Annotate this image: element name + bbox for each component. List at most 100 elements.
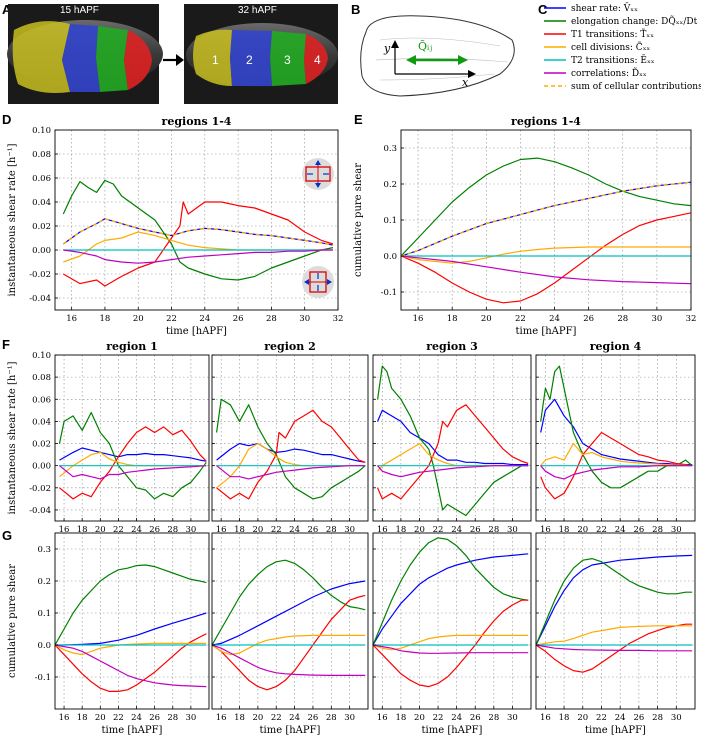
series-line-t1-transitions <box>54 633 207 693</box>
x-tick-label: 30 <box>185 713 196 723</box>
right-image-label: 32 hAPF <box>238 5 277 16</box>
legend-entry: correlations: D̃ₓₓ <box>544 67 647 79</box>
chart-F3: 16 18 20 22 24 26 28 30 region 3 <box>372 340 532 535</box>
panel-a-left-image: 15 hAPF <box>7 4 163 104</box>
y-tick-label: -0.04 <box>29 506 51 516</box>
y-tick-label: 0.3 <box>37 545 51 555</box>
y-tick-label: -0.02 <box>29 270 51 280</box>
left-image-label: 15 hAPF <box>60 5 99 16</box>
plot-frame <box>54 532 210 710</box>
x-tick-label: 20 <box>95 525 106 535</box>
x-axis-label: time [hAPF] <box>422 725 483 736</box>
chart-G2: 16 18 20 22 24 26 28 30 time [hAPF] <box>211 532 369 736</box>
series-line-cell-divisions <box>372 634 529 651</box>
x-tick-label: 16 <box>216 713 227 723</box>
chart-title: region 1 <box>106 340 157 353</box>
x-tick-label: 28 <box>617 314 628 324</box>
chart-title: regions 1-4 <box>511 115 581 128</box>
series-line-elongation-change <box>535 557 693 646</box>
x-tick-label: 26 <box>149 713 160 723</box>
x-tick-label: 30 <box>671 713 682 723</box>
series-line-t1-transitions <box>377 404 529 500</box>
x-tick-label: 18 <box>395 713 406 723</box>
region-3-mask-late <box>270 31 306 86</box>
series-line-cell-divisions <box>211 634 366 656</box>
series-line-cell-divisions <box>540 442 693 467</box>
y-tick-label: 0.10 <box>32 351 51 361</box>
region-2-mask-late <box>230 30 272 86</box>
y-tick-label: 0.02 <box>32 440 51 450</box>
x-tick-label: 18 <box>447 314 458 324</box>
series-line-correlations <box>211 644 366 677</box>
legend-label: sum of cellular contributions <box>571 82 701 92</box>
y-tick-label: 0.3 <box>383 144 397 154</box>
x-tick-label: 20 <box>414 713 425 723</box>
x-tick-label: 22 <box>271 713 282 723</box>
series-line-correlations <box>400 255 692 285</box>
y-tick-label: 0.08 <box>32 373 51 383</box>
series-line-t1-transitions <box>400 212 692 304</box>
series-line-shear-rate <box>59 447 207 462</box>
plot-frame <box>372 354 532 522</box>
x-tick-label: 30 <box>344 525 355 535</box>
x-tick-label: 28 <box>266 314 277 324</box>
x-tick-label: 16 <box>377 713 388 723</box>
region-4-mask-late <box>304 34 328 84</box>
y-tick-label: 0.10 <box>32 126 51 136</box>
x-tick-label: 30 <box>671 525 682 535</box>
x-tick-label: 30 <box>651 314 662 324</box>
panel-letter-f: F <box>2 337 10 352</box>
series-line-t1-transitions <box>372 599 529 688</box>
region-1-mask <box>12 21 71 93</box>
cell-stretch-vertical-icon <box>302 158 334 190</box>
series-line-t1-transitions <box>211 594 366 691</box>
plot-frame <box>211 354 369 522</box>
x-axis-label: x <box>462 76 469 89</box>
series-line-cell-divisions <box>400 246 691 264</box>
x-tick-label: 22 <box>271 525 282 535</box>
plot-frame <box>54 129 339 311</box>
region-3-mask <box>96 26 128 92</box>
region-1-mask-late <box>193 29 232 87</box>
x-tick-label: 24 <box>549 314 560 324</box>
series-line-correlations <box>372 644 529 654</box>
wing-schematic: y x Q̃ᵢⱼ <box>360 15 515 97</box>
x-axis-label: time [hAPF] <box>585 725 646 736</box>
series-line-shear-rate <box>216 442 366 463</box>
x-tick-label: 26 <box>470 713 481 723</box>
y-tick-label: -0.1 <box>381 288 397 298</box>
series-line-correlations <box>540 465 693 480</box>
series-line-shear-rate <box>540 398 693 466</box>
series-line-cell-divisions <box>54 642 207 656</box>
chart-title: regions 1-4 <box>162 115 232 128</box>
series-line-shear-rate <box>211 580 366 646</box>
x-tick-label: 20 <box>252 713 263 723</box>
x-tick-label: 30 <box>507 525 518 535</box>
x-tick-label: 22 <box>515 314 526 324</box>
x-tick-label: 24 <box>451 713 462 723</box>
legend-label: T1 transitions: T̃ₓₓ <box>571 28 654 40</box>
y-tick-label: 0.1 <box>383 216 397 226</box>
x-tick-label: 16 <box>216 525 227 535</box>
x-tick-label: 22 <box>433 713 444 723</box>
x-tick-label: 28 <box>326 713 337 723</box>
legend-label: cell divisions: C̃ₓₓ <box>571 41 651 53</box>
chart-G4: 16 18 20 22 24 26 28 30 time [hAPF] <box>535 532 696 736</box>
x-tick-label: 16 <box>540 525 551 535</box>
x-tick-label: 16 <box>59 525 70 535</box>
y-axis-label: instantaneous shear rate [h⁻¹] <box>7 361 18 514</box>
y-tick-label: -0.1 <box>35 673 51 683</box>
x-tick-label: 22 <box>596 713 607 723</box>
legend-entry: cell divisions: C̃ₓₓ <box>544 41 651 53</box>
legend-label: elongation change: DQ̃ₓₓ/Dt <box>571 15 698 27</box>
x-tick-label: 26 <box>633 713 644 723</box>
panel-letter-b: B <box>351 2 360 17</box>
x-tick-label: 22 <box>433 525 444 535</box>
x-tick-label: 18 <box>77 713 88 723</box>
y-axis-label: instantaneous shear rate [h⁻¹] <box>7 143 18 296</box>
series-line-cell-divisions <box>59 451 207 478</box>
panel-letter-g: G <box>2 528 12 543</box>
x-tick-label: 26 <box>470 525 481 535</box>
y-tick-label: 0.1 <box>37 609 51 619</box>
